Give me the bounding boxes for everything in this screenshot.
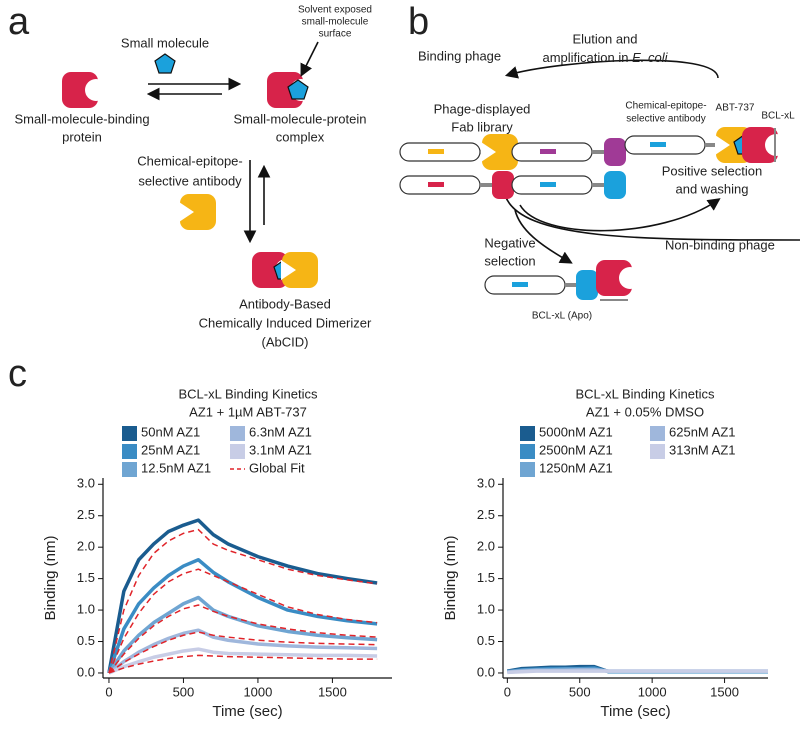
y-axis-label: Binding (nm) [42,535,59,620]
label: selection [484,253,535,268]
legend-label: 5000nM AZ1 [539,424,613,439]
y-tick-label: 0.5 [77,633,95,648]
x-tick-label: 0 [504,684,511,699]
label: Small-molecule-protein [234,111,367,126]
label: Positive selection [662,163,762,178]
y-tick-label: 2.5 [77,507,95,522]
label: Solvent exposed [298,5,372,16]
legend-label: 3.1nM AZ1 [249,442,312,457]
panel-label: c [8,353,27,395]
series-line [507,669,768,675]
label: surface [319,29,352,40]
label: Binding phage [418,48,501,63]
label: E. coli [632,50,669,65]
legend-label: 25nM AZ1 [141,442,200,457]
y-tick-label: 1.0 [77,602,95,617]
y-tick-label: 0.0 [477,664,495,679]
label: Phage-displayed [434,101,531,116]
label: and washing [676,181,749,196]
x-tick-label: 1500 [318,684,347,699]
panel-b: Binding phage Elution and amplification … [398,31,800,322]
label: Fab library [451,119,513,134]
label: selective antibody [138,173,242,188]
y-tick-label: 1.0 [477,602,495,617]
fit-line [108,654,378,674]
label: BCL-xL [761,111,795,122]
y-tick-label: 1.5 [77,570,95,585]
label: amplification in E. coli [542,50,668,65]
label: BCL-xL (Apo) [532,311,592,322]
legend-label: 12.5nM AZ1 [141,460,211,475]
x-axis-label: Time (sec) [600,703,670,720]
label: Small-molecule-binding [14,111,149,126]
fit-line [108,631,378,674]
legend-swatch [520,444,535,459]
label: Chemical-epitope- [625,101,706,112]
legend-swatch [230,426,245,441]
label: Elution and [572,31,637,46]
legend-label: 2500nM AZ1 [539,442,613,457]
x-tick-label: 1500 [710,684,739,699]
x-tick-label: 0 [105,684,112,699]
y-tick-label: 2.0 [77,539,95,554]
legend-swatch [520,426,535,441]
legend-label: 313nM AZ1 [669,442,736,457]
label: Negative [484,235,535,250]
legend-label: 50nM AZ1 [141,424,200,439]
y-tick-label: 0.0 [77,664,95,679]
label: Small molecule [121,35,209,50]
x-tick-label: 500 [569,684,591,699]
panel-a: Small molecule Solvent exposed small-mol… [14,5,372,350]
legend-label: Global Fit [249,460,305,475]
y-tick-label: 3.0 [477,476,495,491]
y-tick-label: 2.5 [477,507,495,522]
fit-line [108,568,378,674]
panel-label: b [408,1,429,43]
legend-label: 625nM AZ1 [669,424,736,439]
legend-swatch [520,462,535,477]
panel-label: a [8,1,30,43]
legend-label: 1250nM AZ1 [539,460,613,475]
label: protein [62,129,102,144]
legend-swatch [230,444,245,459]
series-line [107,628,378,675]
fit-line [108,604,378,674]
label: Chemically Induced Dimerizer [199,315,372,330]
chart-subtitle: AZ1 + 0.05% DMSO [586,404,704,419]
chart-title: BCL-xL Binding Kinetics [179,386,318,401]
chart-subtitle: AZ1 + 1µM ABT-737 [189,404,307,419]
fit-line [108,528,378,674]
legend-swatch [122,444,137,459]
y-tick-label: 1.5 [477,570,495,585]
y-tick-label: 3.0 [77,476,95,491]
legend-label: 6.3nM AZ1 [249,424,312,439]
chart-title: BCL-xL Binding Kinetics [576,386,715,401]
y-tick-label: 2.0 [477,539,495,554]
x-tick-label: 500 [173,684,195,699]
series-line [108,647,378,675]
x-axis-label: Time (sec) [212,703,282,720]
label: amplification in [542,50,632,65]
legend-swatch [650,444,665,459]
label: selective antibody [626,114,706,125]
label: complex [276,129,325,144]
y-axis-label: Binding (nm) [442,535,459,620]
legend-swatch [122,462,137,477]
legend-swatch [650,426,665,441]
label: (AbCID) [262,334,309,349]
x-tick-label: 1000 [243,684,272,699]
series-line [107,595,378,674]
y-tick-label: 0.5 [477,633,495,648]
label: Antibody-Based [239,296,331,311]
label: ABT-737 [716,103,755,114]
series-line [107,558,378,674]
label: small-molecule [302,17,369,28]
series-line [107,518,378,674]
label: Non-binding phage [665,237,775,252]
legend-swatch [122,426,137,441]
x-tick-label: 1000 [638,684,667,699]
label: Chemical-epitope- [137,153,243,168]
